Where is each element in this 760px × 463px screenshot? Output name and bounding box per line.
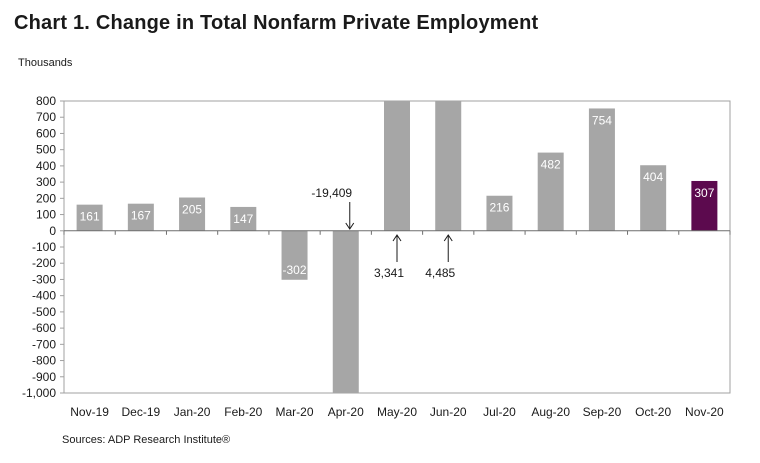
source-note: Sources: ADP Research Institute® [62,434,231,446]
y-tick-label: -700 [32,337,56,351]
data-label: 205 [182,203,202,217]
y-tick-label: -400 [32,289,56,303]
y-tick-label: 200 [36,191,56,205]
x-tick-label: Sep-20 [583,405,622,419]
data-label: -302 [283,263,307,277]
y-tick-label: -600 [32,321,56,335]
bar-Jan-20 [179,197,206,231]
x-tick-label: Nov-19 [70,405,109,419]
y-tick-label: 0 [49,224,56,238]
x-tick-label: Dec-19 [122,405,161,419]
y-tick-label: -500 [32,305,56,319]
x-tick-label: May-20 [377,405,417,419]
y-tick-label: 100 [36,208,56,222]
y-tick-label: 700 [36,110,56,124]
x-tick-label: Jan-20 [174,405,211,419]
annotation-label: 4,485 [425,266,455,280]
annotation-arrow-head [443,234,453,242]
data-label: 167 [131,209,151,223]
bar-Dec-19 [127,203,154,231]
y-tick-label: -300 [32,272,56,286]
bar-May-20 [384,101,410,231]
chart-title: Chart 1. Change in Total Nonfarm Private… [14,12,539,34]
y-tick-label: 300 [36,175,56,189]
annotation-label: 3,341 [374,266,404,280]
y-tick-label: -1,000 [22,386,56,400]
bar-Mar-20 [281,230,308,280]
bar-Feb-20 [230,206,257,231]
x-tick-label: Jul-20 [483,405,516,419]
x-tick-label: Jun-20 [430,405,467,419]
data-label: 216 [489,201,509,215]
data-label: 307 [694,186,714,200]
annotation-arrow-head [345,222,355,230]
bar-Oct-20 [640,165,667,231]
y-tick-label: 400 [36,159,56,173]
annotation-arrow-head [392,234,402,242]
y-tick-label: -800 [32,354,56,368]
data-label: 482 [541,158,561,172]
x-tick-label: Feb-20 [224,405,262,419]
y-tick-label: 500 [36,143,56,157]
x-tick-label: Nov-20 [685,405,724,419]
data-label: 147 [233,212,253,226]
data-label: 404 [643,170,663,184]
x-tick-label: Oct-20 [635,405,671,419]
x-tick-label: Mar-20 [276,405,314,419]
y-tick-label: 800 [36,94,56,108]
data-label: 161 [80,210,100,224]
y-tick-label: -100 [32,240,56,254]
bar-Aug-20 [537,152,564,231]
bar-Nov-19 [76,204,103,231]
bar-Nov-20 [691,180,718,231]
annotation-label: -19,409 [311,186,352,200]
data-label: 754 [592,113,612,127]
x-tick-label: Aug-20 [531,405,570,419]
bar-Jun-20 [435,101,462,231]
y-tick-label: 600 [36,126,56,140]
x-tick-label: Apr-20 [328,405,364,419]
bar-Sep-20 [588,108,615,231]
y-tick-label: -200 [32,256,56,270]
bar-Apr-20 [332,230,359,393]
y-tick-label: -900 [32,370,56,384]
y-axis-units-label: Thousands [18,57,73,69]
bar-Jul-20 [486,195,513,231]
